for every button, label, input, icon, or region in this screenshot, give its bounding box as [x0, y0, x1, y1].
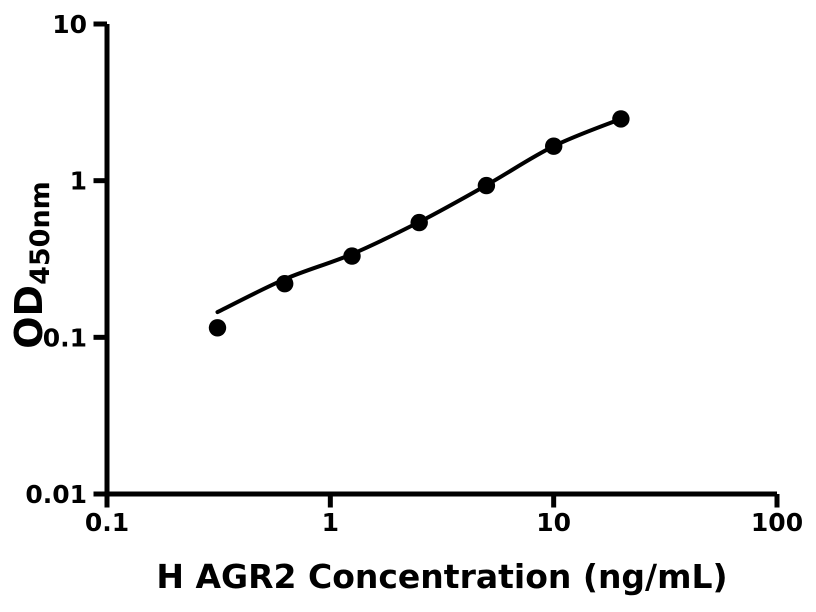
- data-point: [410, 213, 428, 232]
- y-tick-label: 10: [52, 10, 87, 39]
- data-point: [545, 137, 563, 155]
- y-axis-title: OD450nm: [7, 181, 56, 349]
- y-tick-label: 0.01: [25, 480, 87, 509]
- x-axis-title: H AGR2 Concentration (ng/mL): [156, 557, 727, 596]
- data-point: [612, 110, 630, 128]
- x-tick-label: 1: [322, 508, 339, 537]
- data-point: [477, 176, 496, 195]
- data-point: [343, 247, 361, 265]
- y-tick-label: 1: [70, 167, 87, 196]
- y-axis-title-sub: 450nm: [25, 181, 56, 285]
- x-tick-label: 100: [751, 508, 803, 537]
- x-tick-label: 10: [536, 508, 571, 537]
- y-tick-label: 0.1: [43, 323, 87, 352]
- y-axis-title-main: OD: [7, 285, 51, 349]
- x-tick-label: 0.1: [85, 508, 129, 537]
- data-point: [276, 275, 294, 293]
- data-point: [208, 319, 227, 337]
